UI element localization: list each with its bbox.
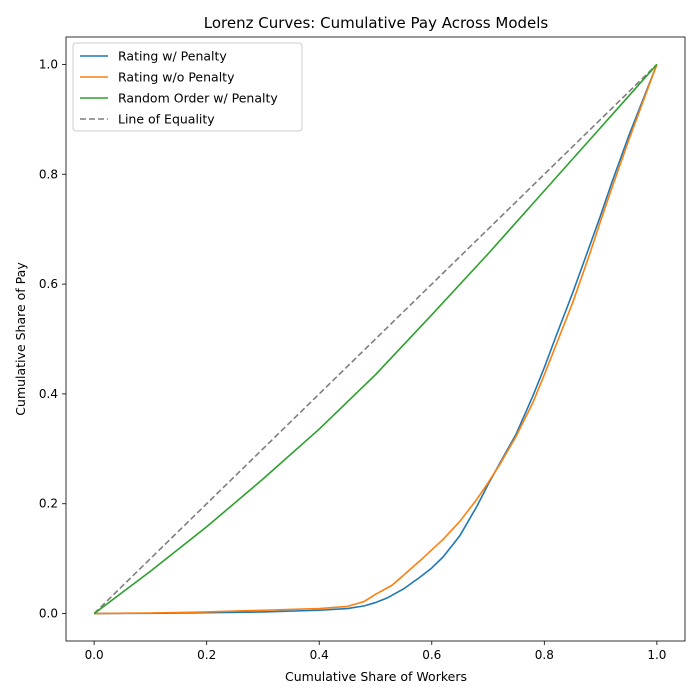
- series-line-random-order-w-penalty: [93, 63, 658, 615]
- plot-frame: [65, 36, 686, 642]
- legend-label: Rating w/o Penalty: [118, 70, 235, 85]
- plot-area: [65, 36, 686, 642]
- legend-label: Line of Equality: [118, 112, 215, 127]
- x-tick-label: 0.6: [422, 648, 441, 662]
- x-tick-label: 1.0: [647, 648, 666, 662]
- x-axis: 0.0 0.2 0.4 0.6 0.8 1.0: [85, 641, 666, 662]
- legend: Rating w/ Penalty Rating w/o Penalty Rando…: [72, 42, 303, 132]
- chart-title: Lorenz Curves: Cumulative Pay Across Mod…: [204, 14, 549, 32]
- x-tick-label: 0.2: [197, 648, 216, 662]
- series-line-line-of-equality: [93, 63, 658, 615]
- y-tick-label: 0.8: [39, 167, 58, 181]
- x-tick-label: 0.4: [310, 648, 329, 662]
- y-tick-label: 0.2: [39, 497, 58, 511]
- y-tick-label: 0.6: [39, 277, 58, 291]
- y-axis-title: Cumulative Share of Pay: [13, 262, 28, 416]
- legend-label: Random Order w/ Penalty: [118, 91, 278, 106]
- y-tick-label: 1.0: [39, 57, 58, 71]
- series-line-rating-w-penalty: [94, 64, 658, 615]
- legend-label: Rating w/ Penalty: [118, 49, 227, 64]
- x-tick-label: 0.0: [85, 648, 104, 662]
- series-line-rating-w-o-penalty: [94, 64, 658, 615]
- x-tick-label: 0.8: [535, 648, 554, 662]
- y-axis: 0.0 0.2 0.4 0.6 0.8 1.0: [39, 57, 66, 621]
- legend-box: [72, 42, 303, 132]
- x-axis-title: Cumulative Share of Workers: [285, 669, 467, 684]
- y-tick-label: 0.4: [39, 387, 58, 401]
- series-layer: [93, 63, 658, 615]
- y-tick-label: 0.0: [39, 607, 58, 621]
